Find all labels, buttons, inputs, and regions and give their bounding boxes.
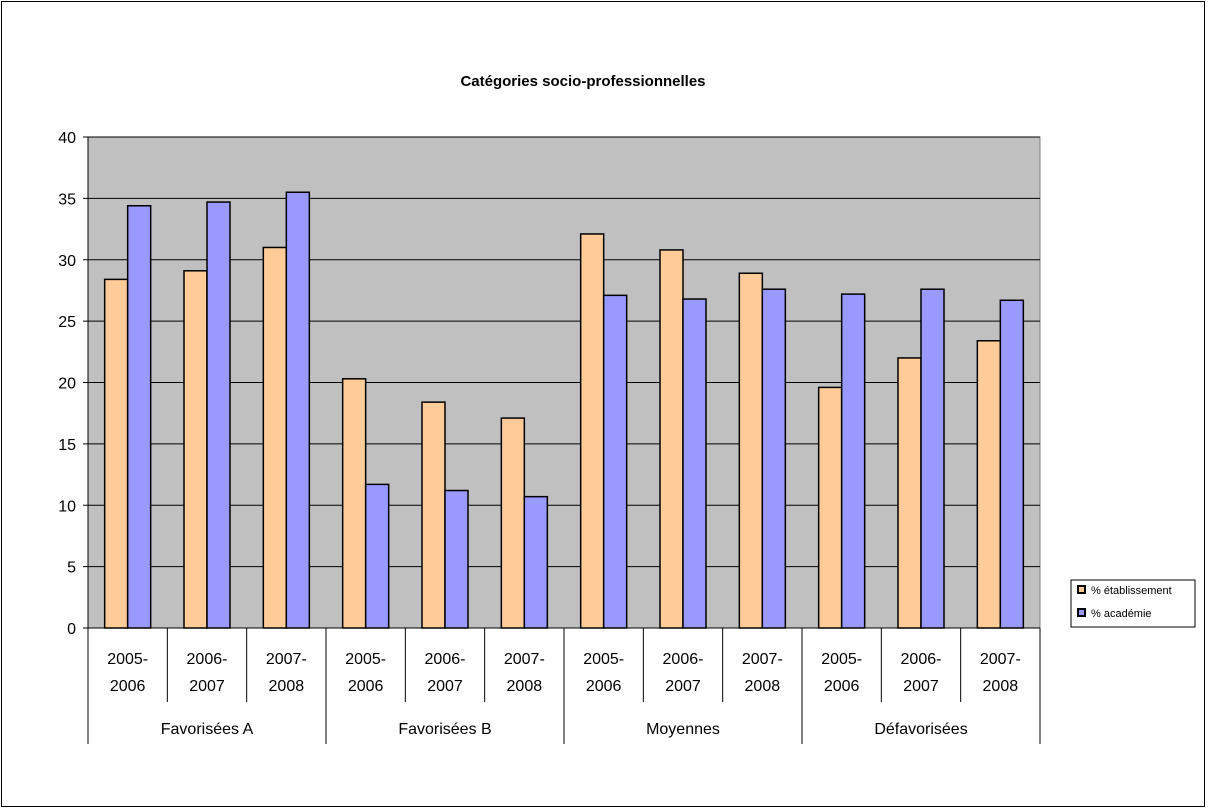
bar-etablissement	[976, 340, 1002, 629]
bar-academie	[602, 294, 628, 629]
x-tick-label: 2006	[348, 678, 384, 695]
y-tick-label: 35	[58, 191, 76, 208]
y-tick-label: 5	[67, 560, 76, 577]
x-tick-label: 2005-	[821, 651, 862, 668]
bar-academie	[206, 201, 231, 629]
x-tick-label: 2008	[983, 678, 1019, 695]
x-tick-label: 2006	[586, 678, 622, 695]
bar-academie	[920, 288, 945, 629]
x-tick-label: 2007	[903, 678, 939, 695]
x-tick-label: 2005-	[583, 651, 624, 668]
x-tick-label: 2007-	[504, 651, 545, 668]
legend-swatch-academie	[1077, 608, 1086, 617]
bar-etablissement	[817, 386, 843, 629]
bar-etablissement	[421, 401, 446, 629]
bar-academie	[126, 204, 152, 629]
y-axis-ticks: 0 5 10 15 20 25 30 35 40	[58, 130, 88, 638]
bar-etablissement	[738, 272, 764, 629]
bar-etablissement	[183, 270, 208, 629]
group-labels: Favorisées A Favorisées B Moyennes Défavori…	[161, 721, 968, 738]
x-tick-label: 2007	[665, 678, 701, 695]
bar-etablissement	[897, 357, 922, 629]
bars	[103, 191, 1025, 629]
y-tick-label: 40	[58, 130, 76, 147]
chart-title: Catégories socio-professionnelles	[460, 73, 705, 90]
bar-academie	[523, 495, 549, 629]
bar-academie	[682, 298, 707, 629]
y-tick-label: 30	[58, 253, 76, 270]
x-tick-label: 2006-	[663, 651, 704, 668]
group-label: Défavorisées	[874, 721, 967, 738]
group-label: Moyennes	[646, 721, 720, 738]
y-tick-label: 25	[58, 314, 76, 331]
group-label: Favorisées B	[398, 721, 491, 738]
group-label: Favorisées A	[161, 721, 254, 738]
bar-academie	[761, 288, 787, 629]
bar-etablissement	[500, 417, 526, 629]
y-tick-label: 0	[67, 621, 76, 638]
legend-box	[1070, 579, 1196, 628]
x-tick-label: 2008	[745, 678, 781, 695]
x-tick-label: 2006-	[187, 651, 228, 668]
gridlines	[88, 136, 1040, 568]
x-tick-label: 2008	[269, 678, 305, 695]
y-tick-label: 10	[58, 498, 76, 515]
bar-etablissement	[341, 378, 367, 629]
bar-academie	[285, 191, 311, 629]
x-tick-label: 2008	[507, 678, 543, 695]
x-tick-label: 2005-	[345, 651, 386, 668]
legend-swatch-etablissement	[1077, 585, 1086, 594]
legend: % établissement % académie	[1070, 579, 1196, 628]
x-tick-label: 2007	[427, 678, 463, 695]
x-tick-label: 2007	[189, 678, 225, 695]
y-tick-label: 20	[58, 376, 76, 393]
bar-etablissement	[262, 246, 288, 629]
legend-label-etablissement: % établissement	[1091, 585, 1172, 597]
bar-etablissement	[659, 249, 684, 629]
x-axis-ticks: 2005- 2006 2006- 2007 2007- 2008 2005- 2006 2006…	[87, 628, 1041, 744]
x-tick-label: 2007-	[266, 651, 307, 668]
bar-academie	[444, 489, 469, 629]
bar-academie	[840, 293, 866, 629]
x-tick-label: 2006-	[425, 651, 466, 668]
x-tick-label: 2005-	[107, 651, 148, 668]
x-tick-label: 2006	[824, 678, 860, 695]
x-tick-label: 2007-	[980, 651, 1021, 668]
y-tick-label: 15	[58, 437, 76, 454]
bar-academie	[999, 299, 1025, 629]
legend-label-academie: % académie	[1091, 608, 1152, 620]
bar-etablissement	[579, 233, 605, 629]
bar-academie	[364, 483, 390, 629]
x-tick-label: 2007-	[742, 651, 783, 668]
x-tick-label: 2006	[110, 678, 146, 695]
x-tick-label: 2006-	[901, 651, 942, 668]
bar-etablissement	[103, 278, 129, 629]
